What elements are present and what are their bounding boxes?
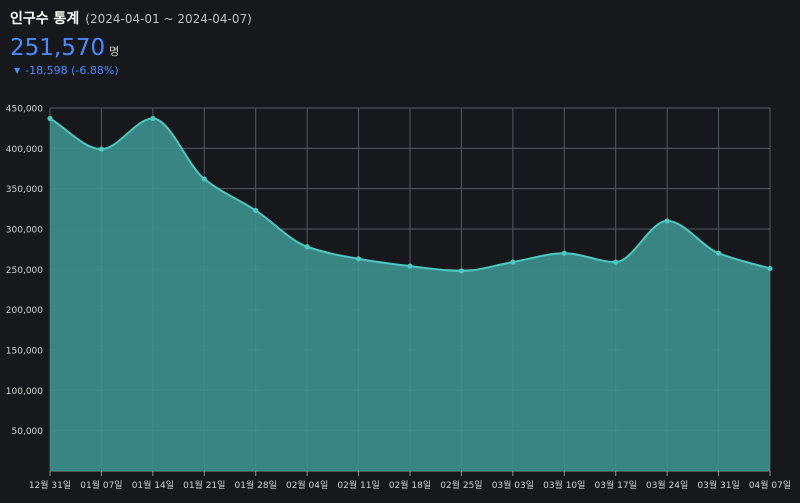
data-point bbox=[510, 259, 516, 265]
chart-header: 인구수 통계 (2024-04-01 ~ 2024-04-07) 251,570… bbox=[10, 8, 252, 77]
y-tick-label: 50,000 bbox=[12, 427, 44, 437]
title-row: 인구수 통계 (2024-04-01 ~ 2024-04-07) bbox=[10, 8, 252, 28]
data-point bbox=[458, 268, 465, 274]
x-tick-label: 03월 17일 bbox=[595, 479, 637, 491]
value-unit: 명 bbox=[109, 45, 120, 58]
page-title: 인구수 통계 bbox=[10, 11, 80, 27]
date-range: (2024-04-01 ~ 2024-04-07) bbox=[85, 12, 252, 26]
y-tick-label: 450,000 bbox=[6, 105, 43, 115]
delta-row: ▼ -18,598 (-6.88%) bbox=[14, 64, 252, 77]
y-tick-label: 150,000 bbox=[6, 347, 43, 357]
value-row: 251,570 명 bbox=[10, 35, 252, 61]
data-point bbox=[47, 115, 53, 122]
data-point bbox=[561, 250, 567, 256]
data-point bbox=[767, 265, 773, 272]
data-point bbox=[201, 176, 207, 182]
x-tick-label: 01월 28일 bbox=[235, 479, 277, 491]
data-point bbox=[355, 256, 362, 262]
x-tick-label: 02월 11일 bbox=[337, 479, 379, 491]
x-tick-label: 03월 24일 bbox=[646, 479, 688, 491]
x-tick-label: 02월 04일 bbox=[286, 479, 328, 491]
x-tick-label: 01월 07일 bbox=[80, 479, 122, 491]
data-point bbox=[613, 259, 619, 265]
data-point bbox=[253, 207, 259, 214]
y-tick-label: 300,000 bbox=[6, 226, 43, 236]
delta-value: -18,598 (-6.88%) bbox=[25, 64, 119, 77]
x-tick-label: 02월 25일 bbox=[440, 479, 482, 491]
data-point bbox=[715, 250, 722, 256]
total-value: 251,570 bbox=[10, 35, 106, 61]
x-tick-label: 03월 31일 bbox=[697, 479, 739, 491]
data-point bbox=[98, 146, 105, 152]
y-tick-label: 400,000 bbox=[6, 145, 43, 155]
y-tick-label: 350,000 bbox=[6, 185, 43, 195]
x-tick-label: 03월 10일 bbox=[543, 479, 585, 491]
x-tick-label: 01월 21일 bbox=[183, 479, 225, 491]
data-point bbox=[304, 244, 310, 250]
y-tick-label: 250,000 bbox=[6, 266, 43, 276]
data-point bbox=[664, 218, 670, 224]
x-tick-label: 04월 07일 bbox=[749, 479, 791, 491]
caret-down-icon: ▼ bbox=[14, 66, 21, 75]
x-tick-label: 03월 03일 bbox=[492, 479, 534, 491]
y-tick-label: 200,000 bbox=[6, 306, 43, 316]
y-tick-label: 100,000 bbox=[6, 387, 43, 397]
x-tick-label: 02월 18일 bbox=[389, 479, 431, 491]
x-tick-label: 01월 14일 bbox=[132, 479, 174, 491]
x-tick-label: 12월 31일 bbox=[29, 479, 71, 491]
data-point bbox=[407, 263, 413, 269]
data-point bbox=[150, 115, 156, 122]
series-area bbox=[50, 118, 770, 471]
